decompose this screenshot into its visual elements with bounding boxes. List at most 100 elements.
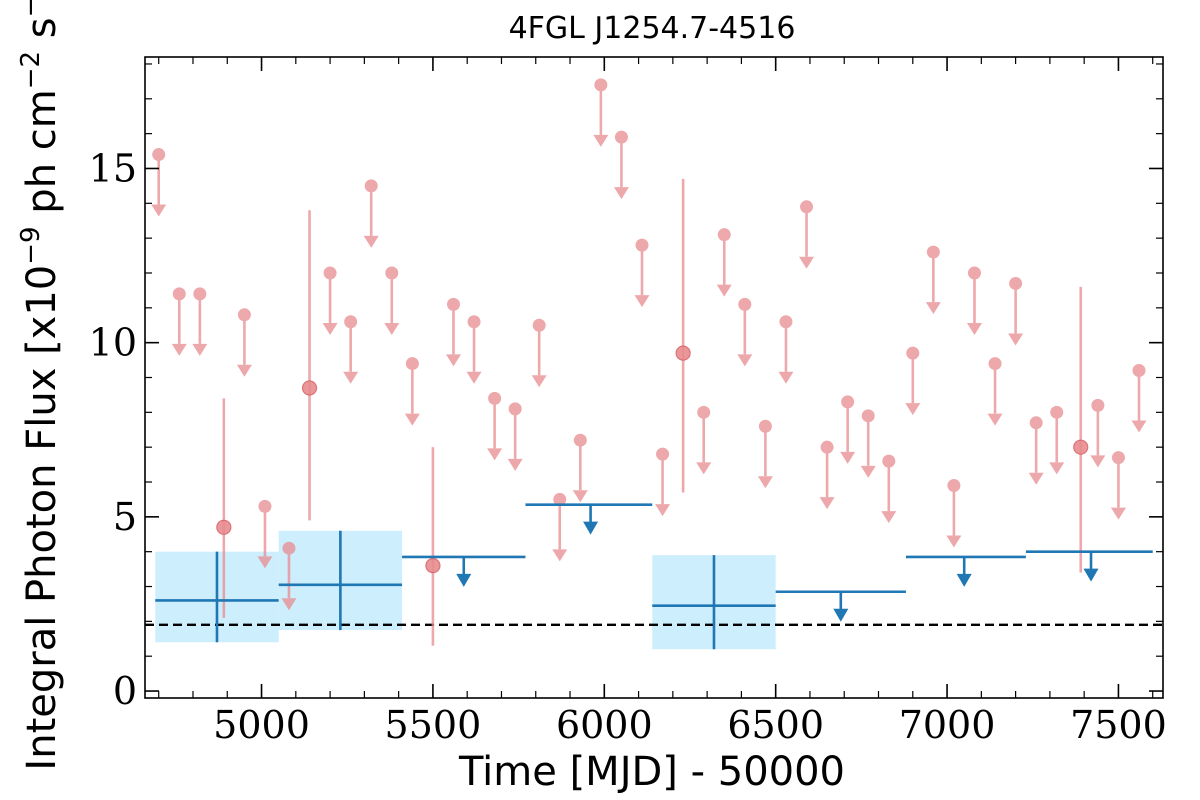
upper-limit-arrow — [1028, 472, 1044, 485]
short-bin-detection-2 — [425, 447, 441, 646]
long-bin-upper-limit-1 — [525, 503, 653, 535]
detection-marker — [216, 519, 232, 535]
upper-limit-arrow — [363, 235, 379, 248]
short-bin-upper-limit-11 — [445, 297, 461, 367]
upper-limit-arrow — [987, 413, 1003, 426]
long-bin-ul-arrow — [583, 521, 599, 535]
x-tick-label: 5500 — [385, 703, 482, 747]
detection-marker — [1073, 439, 1089, 455]
short-bin-upper-limit-12 — [466, 315, 482, 384]
upper-limit-marker — [446, 297, 460, 311]
upper-limit-marker — [405, 357, 419, 371]
short-bin-detection-4 — [1073, 286, 1089, 573]
upper-limit-arrow — [966, 322, 982, 335]
upper-limit-marker — [508, 402, 522, 416]
short-bin-detection-3 — [675, 178, 691, 493]
upper-limit-marker — [758, 419, 772, 433]
x-tick-label: 7500 — [1070, 703, 1167, 747]
short-bin-upper-limit-32 — [905, 346, 921, 416]
upper-limit-marker — [738, 297, 752, 311]
axis-ticks — [145, 57, 1163, 698]
short-bin-upper-limit-25 — [757, 419, 773, 489]
upper-limit-marker — [1091, 398, 1105, 412]
upper-limit-arrow — [840, 451, 856, 464]
upper-limit-marker — [800, 200, 814, 214]
short-bin-upper-limit-39 — [1049, 405, 1065, 475]
short-bin-upper-limit-29 — [840, 395, 856, 464]
detection-marker — [425, 558, 441, 574]
short-bin-upper-limit-34 — [946, 478, 962, 548]
short-bin-upper-limit-17 — [572, 433, 588, 503]
upper-limit-marker — [820, 440, 834, 454]
upper-limit-arrow — [531, 375, 547, 388]
upper-limit-marker — [594, 78, 608, 92]
short-bin-upper-limit-13 — [487, 391, 503, 461]
short-bin-upper-limit-16 — [552, 492, 568, 562]
upper-limit-arrow — [860, 465, 876, 478]
upper-limit-arrow — [696, 462, 712, 475]
upper-limit-marker — [573, 433, 587, 447]
upper-limit-arrow — [1090, 455, 1106, 468]
upper-limit-marker — [385, 266, 399, 280]
short-bin-detection-1 — [301, 210, 318, 521]
short-bin-upper-limit-6 — [322, 266, 338, 335]
upper-limit-marker — [967, 266, 981, 280]
short-bin-upper-limit-20 — [634, 238, 650, 308]
upper-limit-marker — [656, 447, 670, 461]
y-tick-label: 10 — [89, 321, 137, 365]
y-tick-labels: 0 5 10 15 — [89, 146, 137, 713]
short-bin-upper-limit-27 — [799, 200, 815, 269]
upper-limit-marker — [1111, 451, 1125, 465]
short-bin-upper-limit-37 — [1008, 276, 1024, 346]
short-bin-upper-limit-0 — [151, 148, 167, 217]
long-bin-upper-limit-3 — [905, 555, 1026, 587]
upper-limit-arrow — [655, 504, 671, 517]
upper-limit-marker — [861, 409, 875, 423]
upper-limit-arrow — [905, 403, 921, 416]
upper-limit-marker — [282, 541, 296, 555]
short-bin-upper-limit-10 — [404, 357, 420, 426]
upper-limit-marker — [841, 395, 855, 409]
upper-limit-arrow — [881, 511, 897, 524]
short-bin-upper-limit-1 — [171, 287, 187, 356]
long-bin-ul-arrow — [456, 573, 472, 587]
upper-limit-arrow — [236, 364, 252, 377]
x-tick-label: 6500 — [727, 703, 824, 747]
x-tick-label: 5000 — [213, 703, 310, 747]
upper-limit-arrow — [737, 354, 753, 367]
upper-limit-arrow — [151, 204, 167, 217]
short-bin-upper-limit-33 — [925, 245, 941, 315]
short-bin-upper-limit-21 — [655, 447, 671, 517]
upper-limit-arrow — [281, 598, 297, 611]
upper-limit-arrow — [552, 549, 568, 562]
short-bin-upper-limit-24 — [737, 297, 753, 367]
upper-limit-arrow — [1110, 507, 1126, 520]
upper-limit-arrow — [1049, 462, 1065, 475]
short-bin-upper-limit-9 — [384, 266, 400, 335]
upper-limit-marker — [152, 148, 166, 162]
short-bin-points — [151, 78, 1147, 646]
short-bin-upper-limit-18 — [593, 78, 609, 147]
upper-limit-marker — [467, 315, 481, 329]
upper-limit-marker — [926, 245, 940, 259]
upper-limit-marker — [779, 315, 793, 329]
upper-limit-arrow — [716, 284, 732, 297]
upper-limit-marker — [364, 179, 378, 193]
upper-limit-marker — [488, 391, 502, 405]
y-tick-label: 0 — [113, 669, 137, 713]
upper-limit-arrow — [593, 134, 609, 147]
short-bin-upper-limit-30 — [860, 409, 876, 478]
short-bin-upper-limit-36 — [987, 357, 1003, 426]
upper-limit-arrow — [404, 413, 420, 426]
short-bin-upper-limit-23 — [716, 228, 732, 297]
x-axis-label: Time [MJD] - 50000 — [458, 749, 845, 795]
long-bin-upper-limit-2 — [775, 590, 906, 622]
short-bin-upper-limit-31 — [881, 454, 897, 524]
upper-limit-arrow — [466, 371, 482, 384]
short-bin-upper-limit-38 — [1028, 416, 1044, 485]
short-bin-upper-limit-42 — [1131, 364, 1147, 433]
upper-limit-marker — [532, 318, 546, 332]
upper-limit-marker — [1009, 276, 1023, 290]
long-bin-detection-1 — [278, 530, 403, 631]
